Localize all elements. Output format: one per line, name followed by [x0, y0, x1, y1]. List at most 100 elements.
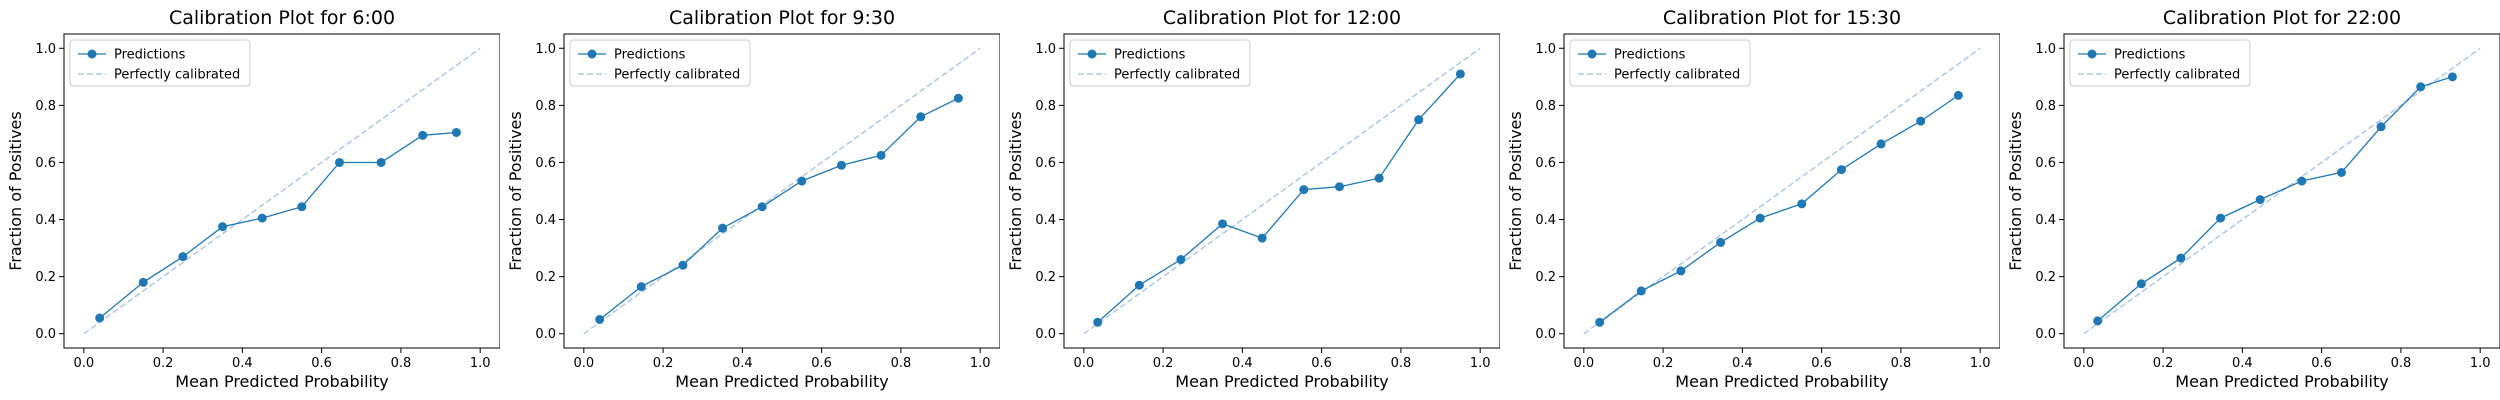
prediction-point — [1299, 185, 1309, 195]
x-tick-label: 0.2 — [1153, 356, 1174, 371]
x-tick-label: 1.0 — [1470, 356, 1491, 371]
prediction-point — [2447, 72, 2457, 82]
chart-svg: Calibration Plot for 22:00 0.0 0.2 0.4 0.6 0.… — [2006, 7, 2500, 391]
y-tick-label: 1.0 — [1035, 42, 1056, 57]
prediction-point — [1636, 286, 1646, 296]
prediction-point — [2297, 176, 2307, 186]
y-tick-label: 0.8 — [1035, 99, 1056, 114]
y-axis-label: Fraction of Positives — [1006, 111, 1025, 270]
x-tick-label: 0.0 — [1573, 356, 1594, 371]
predictions-line — [1599, 94, 1959, 323]
prediction-point — [1374, 173, 1384, 183]
y-tick-label: 0.2 — [1035, 270, 1056, 285]
x-tick-label: 0.4 — [1732, 356, 1753, 371]
prediction-point — [2416, 82, 2426, 92]
prediction-point — [1455, 69, 1465, 79]
prediction-point — [2336, 167, 2346, 177]
y-tick-label: 0.2 — [535, 270, 556, 285]
legend-label: Perfectly calibrated — [1614, 68, 1740, 83]
y-tick-label: 0.4 — [35, 213, 56, 228]
y-tick-label: 0.6 — [2035, 156, 2056, 171]
y-tick-label: 0.6 — [35, 156, 56, 171]
prediction-point — [376, 157, 386, 167]
prediction-point — [138, 277, 148, 287]
prediction-point — [1797, 199, 1807, 209]
y-tick-label: 0.0 — [535, 327, 556, 342]
prediction-point — [451, 127, 461, 137]
y-tick-label: 0.4 — [1535, 213, 1556, 228]
x-axis-label: Mean Predicted Probability — [175, 372, 388, 391]
prediction-point — [1836, 165, 1846, 175]
prediction-point — [1916, 116, 1926, 126]
y-axis-label: Fraction of Positives — [1506, 111, 1525, 270]
axes-frame — [63, 33, 500, 349]
perfect-calibration-line — [83, 47, 481, 335]
prediction-point — [718, 223, 728, 233]
prediction-point — [1676, 266, 1686, 276]
x-tick-label: 0.4 — [1232, 356, 1253, 371]
y-tick-label: 0.8 — [2035, 99, 2056, 114]
perfect-calibration-line — [583, 47, 981, 335]
legend: Predictions Perfectly calibrated — [569, 39, 751, 87]
x-tick-label: 0.0 — [573, 356, 594, 371]
x-tick-label: 0.6 — [2311, 356, 2332, 371]
y-tick-label: 0.2 — [1535, 270, 1556, 285]
prediction-point — [953, 93, 963, 103]
prediction-point — [1876, 139, 1886, 149]
x-tick-label: 1.0 — [1970, 356, 1991, 371]
chart-svg: Calibration Plot for 12:00 0.0 0.2 0.4 0.6 0.… — [1006, 7, 1500, 391]
perfect-calibration-line — [2083, 47, 2481, 335]
chart-title: Calibration Plot for 22:00 — [2163, 7, 2401, 29]
chart-svg: Calibration Plot for 6:00 0.0 0.2 0.4 0.6 0.8… — [6, 7, 500, 391]
y-tick-label: 0.0 — [1035, 327, 1056, 342]
prediction-point — [1755, 213, 1765, 223]
perfect-calibration-line — [1083, 47, 1481, 335]
y-tick-label: 1.0 — [1535, 42, 1556, 57]
x-tick-label: 0.2 — [653, 356, 674, 371]
legend-label: Perfectly calibrated — [614, 68, 740, 83]
chart-svg: Calibration Plot for 15:30 0.0 0.2 0.4 0.6 0.… — [1506, 7, 2000, 391]
prediction-point — [757, 202, 767, 212]
x-tick-label: 0.8 — [2391, 356, 2412, 371]
y-tick-label: 0.6 — [1035, 156, 1056, 171]
prediction-point — [595, 314, 605, 324]
x-axis-label: Mean Predicted Probability — [675, 372, 888, 391]
x-tick-label: 0.6 — [1811, 356, 1832, 371]
prediction-point — [2376, 122, 2386, 132]
legend-label: Predictions — [1114, 48, 1186, 63]
y-tick-label: 0.6 — [535, 156, 556, 171]
calibration-panel: Calibration Plot for 15:30 0.0 0.2 0.4 0.6 0.… — [1500, 0, 2000, 400]
chart-title: Calibration Plot for 9:30 — [669, 7, 895, 29]
prediction-point — [797, 176, 807, 186]
legend-label: Predictions — [114, 48, 186, 63]
y-tick-label: 0.4 — [2035, 213, 2056, 228]
y-tick-label: 1.0 — [35, 42, 56, 57]
x-tick-label: 0.4 — [732, 356, 753, 371]
legend-label: Perfectly calibrated — [114, 68, 240, 83]
y-tick-label: 0.6 — [1535, 156, 1556, 171]
legend-swatch-marker — [1587, 49, 1597, 59]
prediction-point — [418, 130, 428, 140]
x-axis-label: Mean Predicted Probability — [2175, 372, 2388, 391]
y-tick-label: 1.0 — [2035, 42, 2056, 57]
legend-swatch-marker — [2087, 49, 2097, 59]
legend: Predictions Perfectly calibrated — [1069, 39, 1251, 87]
prediction-point — [178, 252, 188, 262]
legend-label: Perfectly calibrated — [1114, 68, 1240, 83]
prediction-point — [916, 112, 926, 122]
y-axis-label: Fraction of Positives — [506, 111, 525, 270]
calibration-panel: Calibration Plot for 9:30 0.0 0.2 0.4 0.6 0.8… — [500, 0, 1000, 400]
calibration-panel: Calibration Plot for 22:00 0.0 0.2 0.4 0.6 0.… — [2000, 0, 2500, 400]
predictions-line — [2097, 76, 2453, 322]
prediction-point — [297, 202, 307, 212]
legend-box — [1069, 39, 1251, 87]
legend-label: Predictions — [2114, 48, 2186, 63]
predictions-line — [1097, 73, 1461, 323]
prediction-point — [678, 260, 688, 270]
chart-title: Calibration Plot for 12:00 — [1163, 7, 1401, 29]
legend-label: Predictions — [1614, 48, 1686, 63]
y-axis-label: Fraction of Positives — [2006, 111, 2025, 270]
x-tick-label: 0.2 — [1653, 356, 1674, 371]
y-tick-label: 0.0 — [2035, 327, 2056, 342]
legend-swatch-marker — [87, 49, 97, 59]
